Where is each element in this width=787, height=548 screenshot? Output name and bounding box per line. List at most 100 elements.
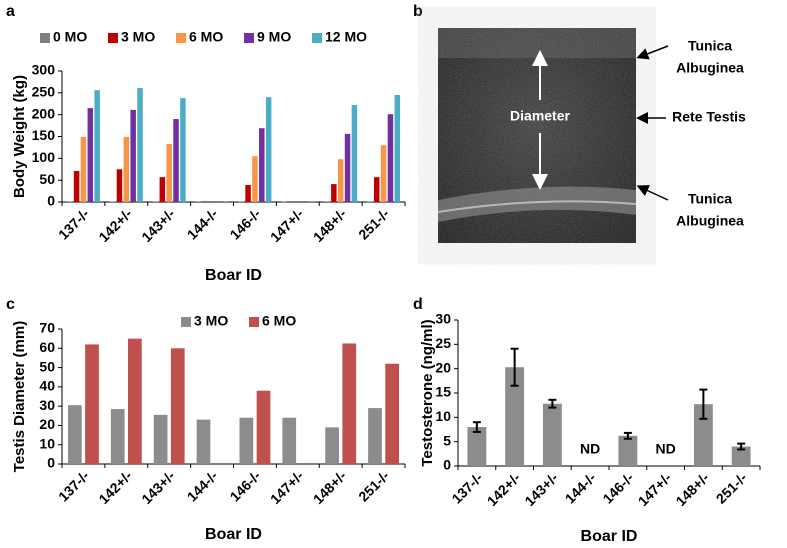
bar [373,177,380,202]
x-tick-label: 148+/- [310,467,350,507]
x-tick-label: 147+/- [267,205,307,245]
bar [368,408,382,464]
legend-swatch [312,33,322,43]
y-tick-label: 10 [435,408,451,424]
image-label: Tunica [688,38,732,54]
y-tick-label: 20 [435,359,451,375]
bar [351,105,358,202]
legend-swatch [244,33,254,43]
x-tick-label: 146-/- [599,469,636,506]
y-tick-label: 50 [39,171,55,187]
x-axis-label: Boar ID [581,528,638,545]
legend-label: 6 MO [189,29,223,45]
y-tick-label: 30 [435,311,451,327]
x-tick-label: 148+/- [310,205,350,245]
legend-label: 9 MO [257,29,291,45]
bar [308,201,315,202]
x-tick-label: 142+/- [484,469,524,509]
y-tick-label: 250 [32,84,56,100]
image-label: Tunica [688,191,732,207]
bar [344,133,351,202]
bar [180,98,186,202]
image-label: Albuginea [676,213,744,229]
x-tick-label: 143+/- [138,467,178,507]
bar [94,90,100,202]
legend-label: 3 MO [121,29,155,45]
bar [282,417,297,464]
bar [123,136,130,202]
value-label: ND [656,441,676,457]
bar [110,409,125,464]
x-tick-label: 137-/- [55,467,92,504]
y-tick-label: 40 [39,378,55,394]
y-tick-label: 200 [32,105,56,121]
bar [116,169,123,202]
x-tick-label: 251-/- [355,205,392,242]
ultrasound-image: Diameter Tunica Albuginea Rete Testis Tu… [437,28,746,243]
legend-label: 12 MO [325,29,367,45]
y-tick-label: 20 [39,416,55,432]
x-tick-label: 146-/- [226,467,263,504]
x-tick-label: 144-/- [562,469,599,506]
x-tick-label: 143+/- [521,469,561,509]
panel-label: b [413,3,423,20]
bar [542,403,562,466]
legend-swatch [181,317,191,327]
legend-label: 0 MO [53,29,87,45]
x-tick-label: 142+/- [95,467,135,507]
bar [137,88,143,202]
legend-label: 6 MO [262,313,296,329]
bar [265,97,272,202]
bar [245,184,251,202]
y-tick-label: 15 [435,384,451,400]
bar [73,170,80,202]
bar [325,427,339,464]
image-label: Diameter [510,108,570,124]
y-tick-label: 5 [443,432,451,448]
bar [170,348,185,464]
x-tick-label: 137-/- [55,205,92,242]
x-tick-label: 142+/- [95,205,135,245]
bar [337,159,344,202]
x-tick-label: 251-/- [355,467,392,504]
image-label: Albuginea [676,60,744,76]
y-tick-label: 70 [39,320,55,336]
panel-label: a [6,3,15,20]
bar [239,417,254,464]
legend-swatch [108,33,118,43]
bar [331,184,337,202]
bar [394,95,401,202]
legend-label: 3 MO [194,313,228,329]
x-tick-label: 137-/- [448,469,485,506]
bar [173,119,179,202]
y-tick-label: 50 [39,358,55,374]
bar [380,145,387,202]
image-label: Rete Testis [672,109,746,125]
x-axis-label: Boar ID [205,267,262,284]
y-tick-label: 30 [39,397,55,413]
bar [385,363,399,464]
bar [618,435,638,466]
y-axis-label: Testosterone (ng/ml) [419,319,436,466]
bar [259,128,265,202]
x-tick-label: 148+/- [672,469,712,509]
bar [153,414,168,464]
panel-label: c [6,296,15,313]
bar [128,338,142,464]
bar [342,343,357,464]
bar [159,177,166,202]
x-tick-label: 144-/- [184,205,221,242]
panel-label: d [413,296,423,313]
y-axis-label: Body Weight (kg) [11,75,28,198]
x-tick-label: 251-/- [713,469,750,506]
x-axis-label: Boar ID [205,526,262,543]
y-tick-label: 0 [47,193,55,209]
bar [166,143,172,202]
y-tick-label: 0 [443,457,451,473]
bar [87,108,94,202]
x-tick-label: 143+/- [138,205,178,245]
bar [256,390,271,464]
y-tick-label: 150 [32,127,56,143]
bar [252,156,258,202]
bar [505,367,525,466]
